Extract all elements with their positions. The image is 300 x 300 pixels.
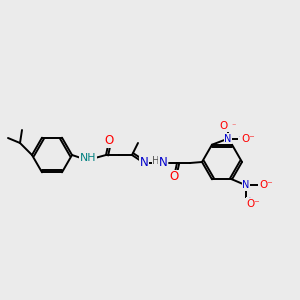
Text: +: + xyxy=(246,197,252,203)
Text: H: H xyxy=(152,156,160,166)
Text: ⁻: ⁻ xyxy=(232,121,236,130)
Text: NH: NH xyxy=(80,153,96,163)
Text: +: + xyxy=(238,134,244,140)
Text: O⁻: O⁻ xyxy=(241,134,255,144)
Text: O: O xyxy=(220,121,228,131)
Text: O⁻: O⁻ xyxy=(246,199,260,209)
Text: O⁻: O⁻ xyxy=(259,180,273,190)
Text: N: N xyxy=(140,157,148,169)
Text: H: H xyxy=(157,158,165,168)
Text: O: O xyxy=(169,170,178,184)
Text: N: N xyxy=(224,134,232,144)
Text: N: N xyxy=(242,180,250,190)
Text: O: O xyxy=(104,134,114,148)
Text: N: N xyxy=(159,157,167,169)
